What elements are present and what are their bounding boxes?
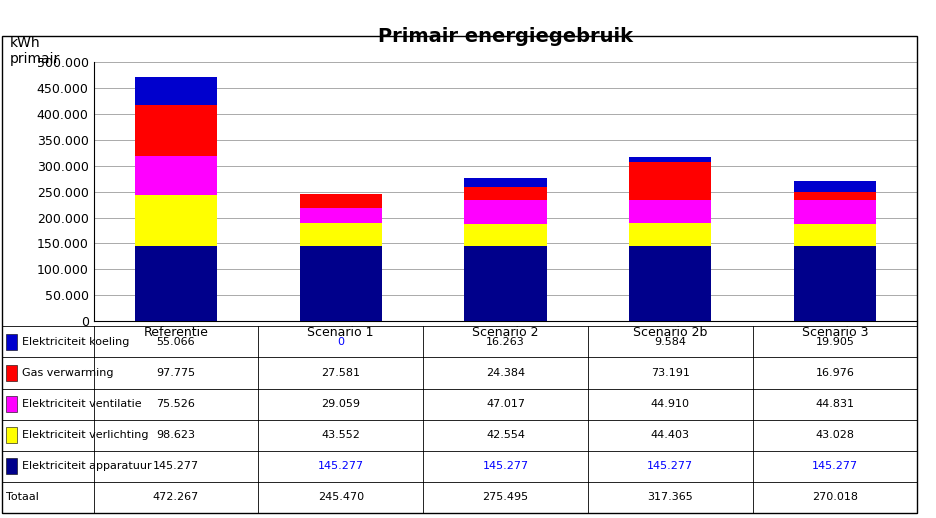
Bar [6, 334, 17, 350]
Text: kWh
primair: kWh primair [9, 36, 60, 66]
Bar [6, 365, 17, 381]
Text: 24.384: 24.384 [486, 368, 525, 378]
Bar [629, 199, 711, 223]
Text: 97.775: 97.775 [156, 368, 196, 378]
Text: 16.976: 16.976 [815, 368, 855, 378]
Text: Gas verwarming: Gas verwarming [22, 368, 113, 378]
Text: 19.905: 19.905 [815, 337, 855, 347]
Bar [794, 200, 876, 224]
Text: 145.277: 145.277 [153, 461, 199, 471]
Text: Elektriciteit apparatuur: Elektriciteit apparatuur [22, 461, 151, 471]
Bar [794, 246, 876, 321]
Text: 27.581: 27.581 [321, 368, 360, 378]
Text: 73.191: 73.191 [651, 368, 690, 378]
Bar [135, 156, 217, 195]
Text: 317.365: 317.365 [648, 492, 693, 502]
Text: 145.277: 145.277 [317, 461, 364, 471]
Bar [135, 105, 217, 156]
Bar [6, 396, 17, 412]
Text: 44.831: 44.831 [815, 399, 855, 409]
Text: 270.018: 270.018 [812, 492, 858, 502]
Bar [629, 157, 711, 162]
Text: Elektriciteit ventilatie: Elektriciteit ventilatie [22, 399, 141, 409]
Bar [300, 246, 382, 321]
Bar [300, 208, 382, 223]
Text: 472.267: 472.267 [153, 492, 199, 502]
Bar [464, 224, 547, 246]
Text: 55.066: 55.066 [156, 337, 196, 347]
Bar [300, 194, 382, 208]
Bar [464, 179, 547, 187]
Text: 98.623: 98.623 [156, 430, 196, 440]
Bar [6, 427, 17, 443]
Bar [464, 199, 547, 224]
Text: 245.470: 245.470 [317, 492, 364, 502]
Text: Totaal: Totaal [6, 492, 38, 502]
Bar [135, 195, 217, 246]
Bar [464, 187, 547, 199]
Text: 16.263: 16.263 [486, 337, 525, 347]
Text: Elektriciteit koeling: Elektriciteit koeling [22, 337, 129, 347]
Text: 43.028: 43.028 [815, 430, 855, 440]
Text: 145.277: 145.277 [647, 461, 694, 471]
Text: 9.584: 9.584 [654, 337, 686, 347]
Bar [629, 246, 711, 321]
Bar [629, 162, 711, 199]
Bar [794, 181, 876, 192]
Text: 145.277: 145.277 [812, 461, 858, 471]
Bar [629, 223, 711, 246]
Text: Elektriciteit verlichting: Elektriciteit verlichting [22, 430, 148, 440]
Text: 0: 0 [337, 337, 344, 347]
Bar [6, 458, 17, 474]
Text: 44.403: 44.403 [651, 430, 690, 440]
Text: 43.552: 43.552 [321, 430, 360, 440]
Text: 275.495: 275.495 [482, 492, 529, 502]
Bar [794, 192, 876, 200]
Bar [464, 246, 547, 321]
Bar [135, 77, 217, 105]
Bar [135, 246, 217, 321]
Text: 75.526: 75.526 [156, 399, 196, 409]
Text: 29.059: 29.059 [321, 399, 360, 409]
Bar [794, 224, 876, 246]
Text: 42.554: 42.554 [486, 430, 525, 440]
Bar [300, 223, 382, 246]
Text: 47.017: 47.017 [486, 399, 525, 409]
Text: 44.910: 44.910 [651, 399, 690, 409]
Text: Primair energiegebruik: Primair energiegebruik [378, 27, 633, 46]
Text: 145.277: 145.277 [482, 461, 529, 471]
